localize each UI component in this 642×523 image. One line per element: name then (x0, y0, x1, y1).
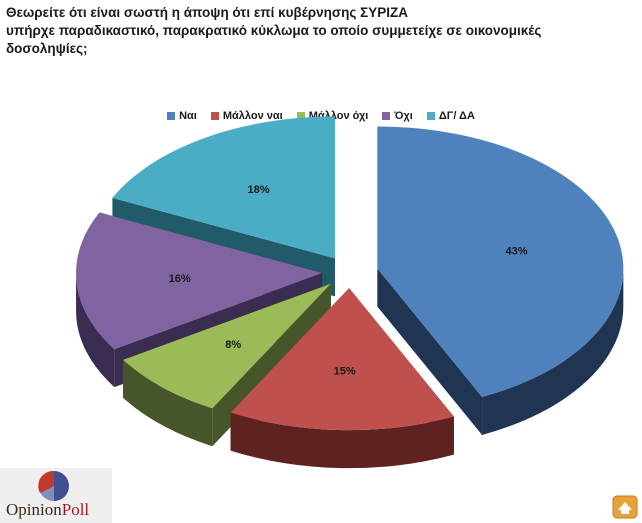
legend-label: Μάλλον ναι (222, 110, 283, 122)
title-line-1: Θεωρείτε ότι είναι σωστή η άποψη ότι επί… (6, 5, 409, 20)
pie-slice-3 (123, 283, 331, 409)
legend-swatch (296, 112, 305, 120)
legend-swatch (167, 112, 176, 120)
legend-swatch (382, 112, 391, 120)
title-line-2: υπήρχε παραδικαστικό, παρακρατικό κύκλωμ… (6, 23, 542, 38)
legend-item: Όχι (382, 110, 413, 122)
data-label: 18% (248, 184, 270, 196)
data-label: 8% (225, 339, 241, 351)
chart-legend: Ναι Μάλλον ναι Μάλλον όχι Όχι ΔΓ/ ΔΑ (0, 110, 642, 122)
data-label: 15% (334, 365, 356, 377)
legend-label: Όχι (394, 110, 413, 122)
pie-slice-1 (377, 126, 624, 397)
legend-swatch (210, 112, 219, 120)
data-label: 16% (169, 273, 191, 285)
logo-text: OpinionPoll (6, 500, 90, 519)
chart-title: Θεωρείτε ότι είναι σωστή η άποψη ότι επί… (6, 4, 636, 58)
legend-swatch (426, 112, 435, 120)
legend-label: Ναι (179, 110, 197, 122)
legend-item: Μάλλον ναι (210, 110, 283, 122)
pie-slice-2 (230, 288, 454, 431)
logo-emblem-icon (38, 470, 69, 502)
legend-item: ΔΓ/ ΔΑ (426, 110, 475, 122)
pie-slice-side (377, 268, 624, 435)
pie-slice-4 (76, 212, 323, 350)
legend-label: ΔΓ/ ΔΑ (438, 110, 475, 122)
data-label: 43% (506, 246, 528, 258)
legend-item: Ναι (167, 110, 197, 122)
opinionpoll-logo: OpinionPoll (0, 468, 112, 523)
title-line-3: δοσοληψίες; (6, 41, 88, 56)
pie-slice-5 (112, 116, 335, 259)
home-corner-icon[interactable] (612, 495, 638, 519)
